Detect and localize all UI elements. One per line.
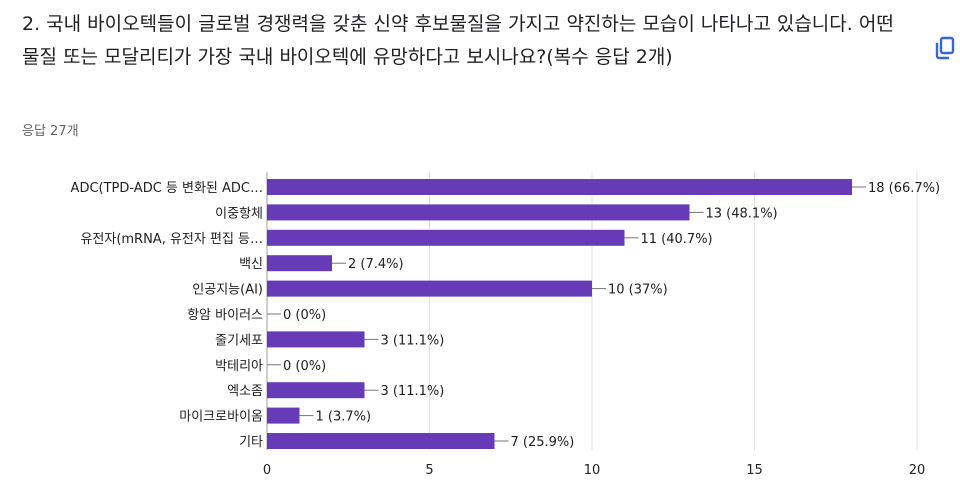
category-label: 항암 바이러스 <box>187 308 263 323</box>
data-label: 11 (40.7%) <box>641 232 713 247</box>
category-label: 줄기세포 <box>215 333 263 348</box>
data-label: 3 (11.1%) <box>381 333 445 348</box>
data-label: 18 (66.7%) <box>868 181 940 196</box>
question-title: 2. 국내 바이오텍들이 글로벌 경쟁력을 갖춘 신약 후보물질을 가지고 약진… <box>22 13 894 68</box>
category-label: 백신 <box>239 257 263 272</box>
x-tick-label: 20 <box>909 463 926 478</box>
bar <box>267 255 332 272</box>
data-label: 2 (7.4%) <box>348 257 404 272</box>
bar <box>267 229 625 246</box>
bar <box>267 407 300 424</box>
bar <box>267 280 592 297</box>
bar-chart: 0 5 10 15 20 ADC(TPD-ADC 등 변화된 ADC… 18 (66.7%)… <box>71 172 940 478</box>
data-label: 3 (11.1%) <box>381 384 445 399</box>
bar <box>267 179 852 195</box>
data-label: 0 (0%) <box>283 359 326 374</box>
data-label: 0 (0%) <box>283 308 326 323</box>
copy-icon <box>935 36 955 60</box>
category-label: 박테리아 <box>215 359 263 374</box>
category-label: ADC(TPD-ADC 등 변화된 ADC… <box>71 181 263 196</box>
bar <box>267 331 365 348</box>
x-tick-label: 15 <box>746 463 763 478</box>
x-tick-label: 0 <box>263 463 271 478</box>
bar <box>267 204 690 221</box>
x-tick-label: 5 <box>425 463 433 478</box>
bar <box>267 433 495 449</box>
category-label: 엑소좀 <box>227 384 263 399</box>
category-label: 이중항체 <box>215 206 263 221</box>
category-label: 기타 <box>239 435 263 450</box>
data-label: 1 (3.7%) <box>316 410 372 425</box>
data-label: 13 (48.1%) <box>706 206 778 221</box>
bar <box>267 382 365 399</box>
category-label: 인공지능(AI) <box>192 283 263 298</box>
category-label: 유전자(mRNA, 유전자 편집 등… <box>80 232 263 247</box>
data-label: 10 (37%) <box>608 283 668 298</box>
x-tick-label: 10 <box>584 463 601 478</box>
data-label: 7 (25.9%) <box>511 435 575 450</box>
response-count: 응답 27개 <box>22 124 79 139</box>
category-label: 마이크로바이옴 <box>179 410 263 425</box>
copy-chart-button[interactable] <box>932 35 958 61</box>
